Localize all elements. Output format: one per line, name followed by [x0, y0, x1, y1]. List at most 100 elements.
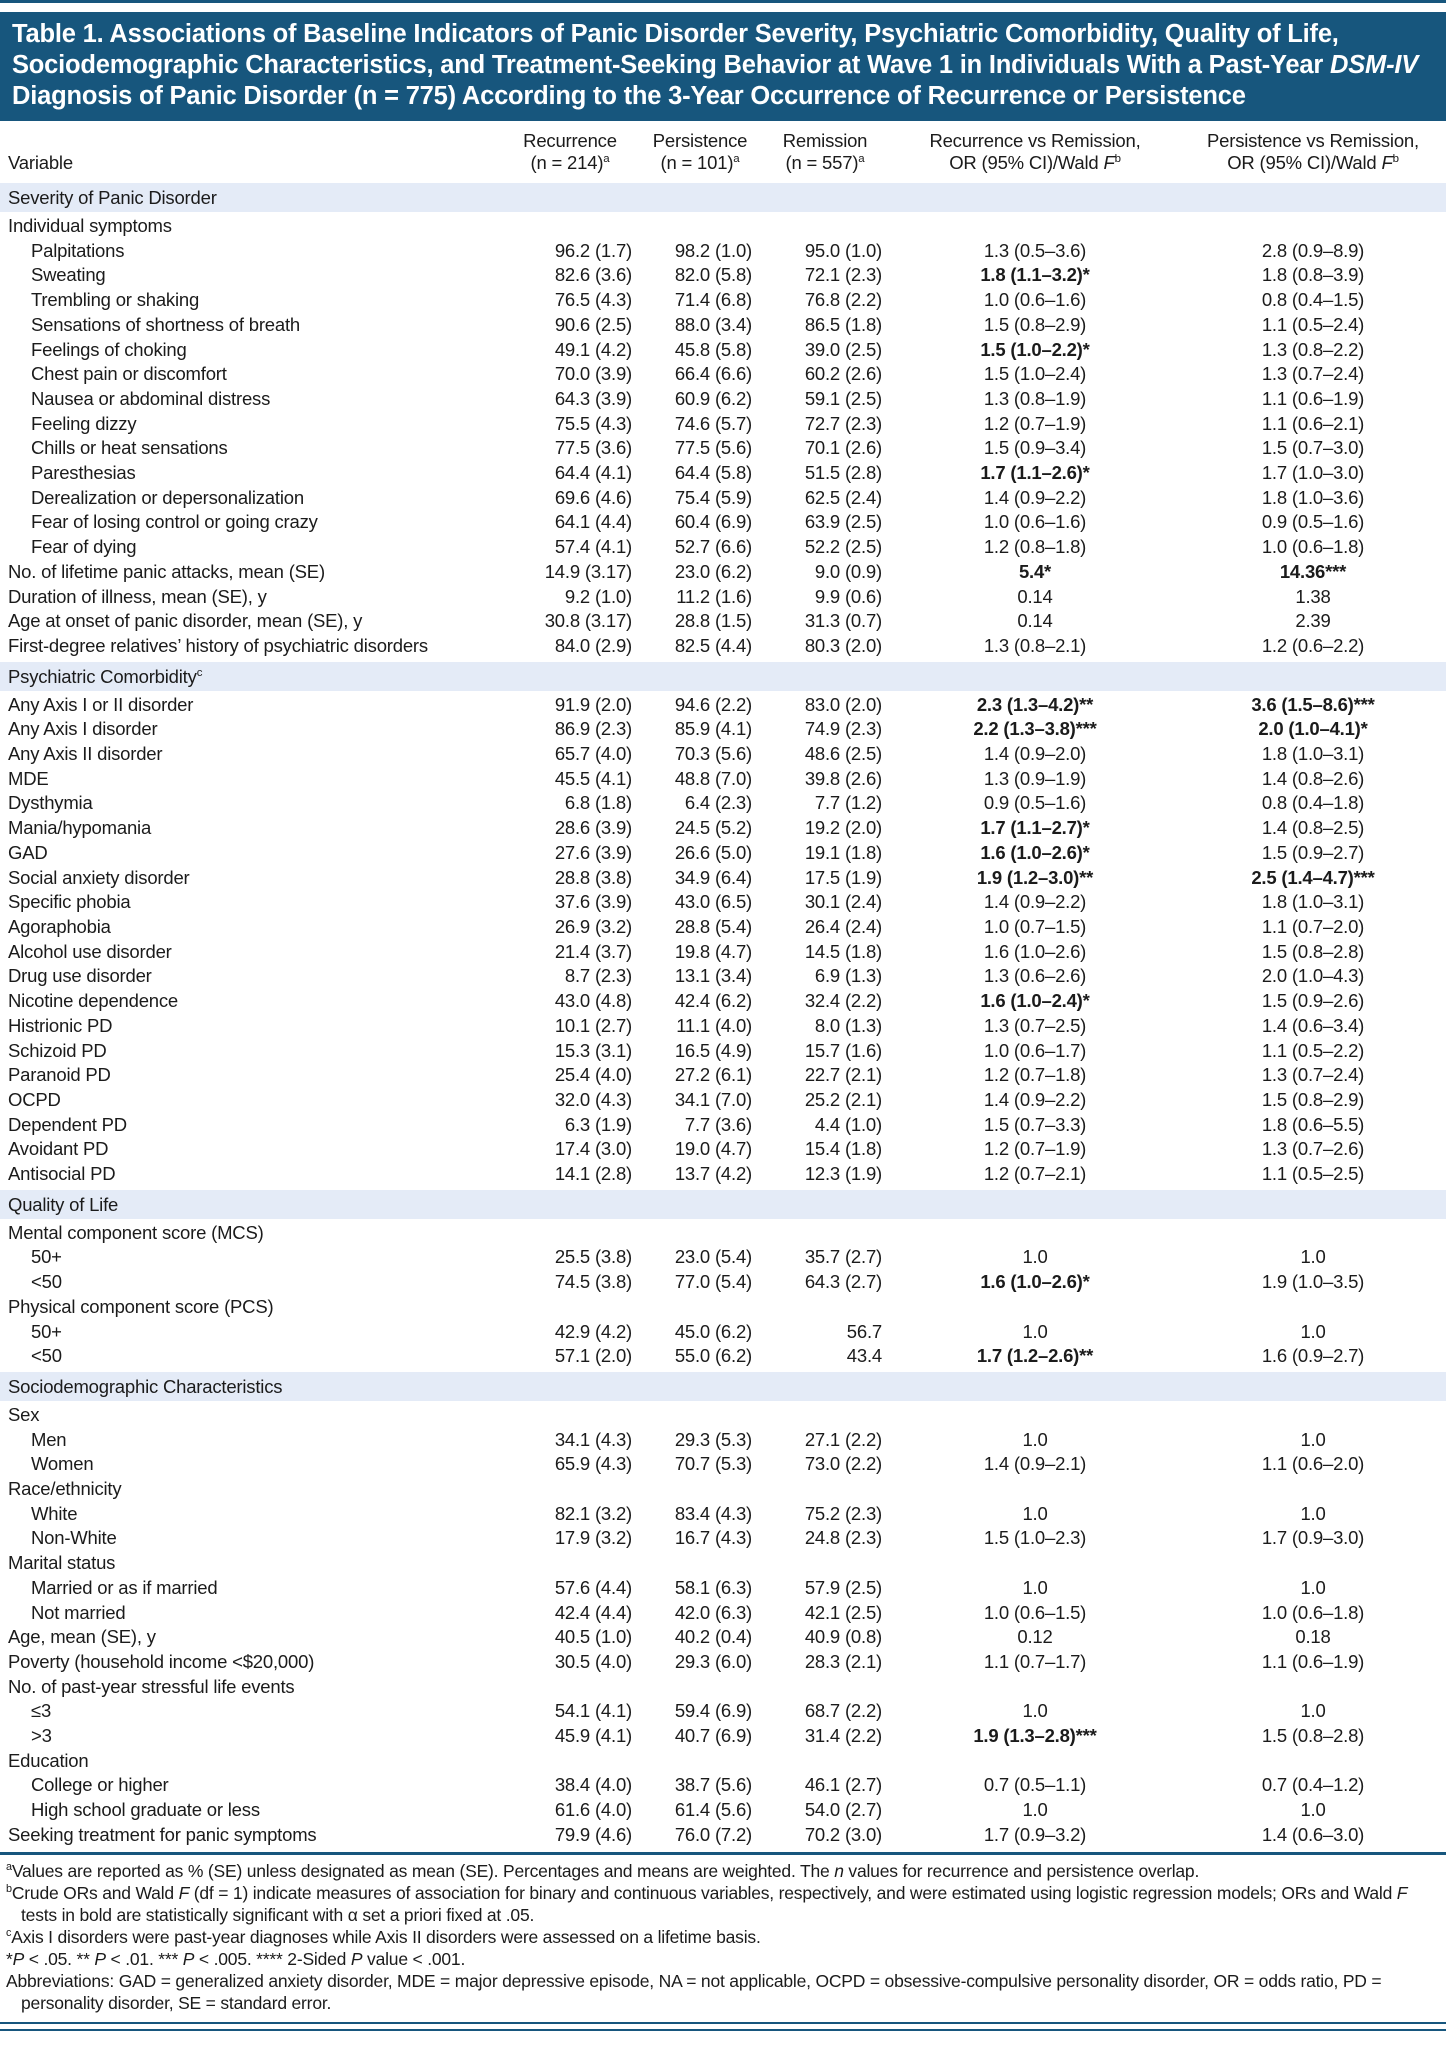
- cell-remission: 28.3 (2.1): [804, 1650, 882, 1672]
- table-row: ≤3 54.1 (4.1) 59.4 (6.9) 68.7 (2.2) 1.0 1.0: [0, 1699, 1446, 1724]
- cell-persistence: 70.7 (5.3): [674, 1453, 752, 1475]
- cell-or-persistence-vs-remission: 3.6 (1.5–8.6)***: [1251, 693, 1375, 715]
- cell-or-persistence-vs-remission: 1.7 (0.9–3.0): [1261, 1527, 1365, 1549]
- footnote-line: *P < .05. ** P < .01. *** P < .005. ****…: [6, 1948, 1440, 1970]
- cell-remission: 51.5 (2.8): [804, 462, 882, 484]
- cell-or-recurrence-vs-remission: 1.7 (1.1–2.7)*: [980, 817, 1090, 839]
- cell-recurrence: 43.0 (4.8): [554, 990, 632, 1012]
- cell-persistence: 34.9 (6.4): [674, 866, 752, 888]
- cell-remission: 19.2 (2.0): [804, 817, 882, 839]
- footnote-segment: P: [182, 1948, 195, 1969]
- cell-or-recurrence-vs-remission: 1.0: [1022, 1799, 1048, 1821]
- cell-or-recurrence-vs-remission: 1.5 (0.7–3.3): [983, 1113, 1087, 1135]
- cell-persistence: 7.7 (3.6): [684, 1113, 752, 1135]
- cell-or-recurrence-vs-remission: 1.9 (1.2–3.0)**: [976, 866, 1094, 888]
- cell-remission: 62.5 (2.4): [804, 486, 882, 508]
- table-row: First-degree relatives’ history of psych…: [0, 634, 1446, 659]
- cell-recurrence: 57.4 (4.1): [554, 536, 632, 558]
- table-row: Women 65.9 (4.3) 70.7 (5.3) 73.0 (2.2) 1.4 (…: [0, 1452, 1446, 1477]
- cell-recurrence: 21.4 (3.7): [554, 940, 632, 962]
- cell-or-recurrence-vs-remission: 1.0 (0.6–1.6): [983, 289, 1087, 311]
- cell-recurrence: 90.6 (2.5): [554, 313, 632, 335]
- table-row: Seeking treatment for panic symptoms 79.9…: [0, 1823, 1446, 1848]
- cell-or-recurrence-vs-remission: 1.3 (0.8–2.1): [983, 634, 1087, 656]
- cell-persistence: 71.4 (6.8): [674, 289, 752, 311]
- cell-remission: 75.2 (2.3): [804, 1502, 882, 1524]
- cell-or-recurrence-vs-remission: 1.2 (0.7–1.9): [983, 412, 1087, 434]
- footnote-marker-b: b: [1114, 152, 1121, 165]
- cell-remission: 59.1 (2.5): [804, 387, 882, 409]
- cell-persistence: 94.6 (2.2): [674, 693, 752, 715]
- cell-recurrence: 30.8 (3.17): [544, 610, 632, 632]
- cell-or-recurrence-vs-remission: 1.5 (0.9–3.4): [983, 437, 1087, 459]
- table-row: Feelings of choking 49.1 (4.2) 45.8 (5.8) 3…: [0, 338, 1446, 363]
- row-label: Agoraphobia: [8, 915, 111, 937]
- cell-persistence: 83.4 (4.3): [674, 1502, 752, 1524]
- cell-persistence: 6.4 (2.3): [684, 792, 752, 814]
- row-label: Trembling or shaking: [31, 289, 200, 311]
- cell-or-recurrence-vs-remission: 1.6 (1.0–2.6): [983, 940, 1087, 962]
- table-row: Married or as if married 57.6 (4.4) 58.1 (…: [0, 1576, 1446, 1601]
- cell-or-recurrence-vs-remission: 0.7 (0.5–1.1): [983, 1774, 1087, 1796]
- cell-or-recurrence-vs-remission: 1.0: [1022, 1320, 1048, 1342]
- row-label: Sensations of shortness of breath: [31, 313, 301, 335]
- cell-recurrence: 75.5 (4.3): [554, 412, 632, 434]
- cell-remission: 56.7: [846, 1320, 882, 1342]
- footnote-segment: P: [350, 1948, 363, 1969]
- cell-remission: 9.0 (0.9): [814, 560, 882, 582]
- row-label: Men: [31, 1428, 67, 1450]
- cell-persistence: 45.8 (5.8): [674, 338, 752, 360]
- cell-recurrence: 84.0 (2.9): [554, 634, 632, 656]
- cell-or-persistence-vs-remission: 1.38: [1295, 585, 1331, 607]
- footnote-line: Abbreviations: GAD = generalized anxiety…: [6, 1970, 1440, 2014]
- cell-or-persistence-vs-remission: 1.1 (0.6–1.9): [1261, 1650, 1365, 1672]
- row-label: Nausea or abdominal distress: [31, 387, 271, 409]
- row-label: Any Axis II disorder: [8, 743, 163, 765]
- cell-or-persistence-vs-remission: 2.8 (0.9–8.9): [1261, 239, 1365, 261]
- cell-or-recurrence-vs-remission: 1.6 (1.0–2.4)*: [980, 990, 1090, 1012]
- row-label: Seeking treatment for panic symptoms: [8, 1823, 317, 1845]
- table-row: Agoraphobia 26.9 (3.2) 28.8 (5.4) 26.4 (2.4…: [0, 915, 1446, 940]
- cell-remission: 26.4 (2.4): [804, 915, 882, 937]
- cell-or-persistence-vs-remission: 1.0: [1300, 1502, 1326, 1524]
- row-label: Schizoid PD: [8, 1039, 107, 1061]
- cell-or-recurrence-vs-remission: 1.1 (0.7–1.7): [983, 1650, 1087, 1672]
- cell-recurrence: 57.1 (2.0): [554, 1345, 632, 1367]
- row-label: Poverty (household income <$20,000): [8, 1650, 315, 1672]
- cell-or-persistence-vs-remission: 1.6 (0.9–2.7): [1261, 1345, 1365, 1367]
- cell-or-persistence-vs-remission: 1.3 (0.8–2.2): [1261, 338, 1365, 360]
- cell-recurrence: 17.4 (3.0): [554, 1138, 632, 1160]
- cell-or-recurrence-vs-remission: 1.5 (0.8–2.9): [983, 313, 1087, 335]
- cell-or-recurrence-vs-remission: 1.3 (0.8–1.9): [983, 387, 1087, 409]
- cell-persistence: 61.4 (5.6): [674, 1799, 752, 1821]
- table-row: Individual symptoms: [0, 214, 1446, 239]
- col-header-recurrence-vs-remission: Recurrence vs Remission, OR (95% CI)/Wal…: [929, 130, 1141, 173]
- cell-or-recurrence-vs-remission: 1.0 (0.7–1.5): [983, 915, 1087, 937]
- cell-recurrence: 61.6 (4.0): [554, 1799, 632, 1821]
- cell-or-recurrence-vs-remission: 1.4 (0.9–2.2): [983, 891, 1087, 913]
- footnote-segment: (df = 1) indicate measures of associatio…: [189, 1882, 1397, 1903]
- table-row: Dependent PD 6.3 (1.9) 7.7 (3.6) 4.4 (1.0) 1…: [0, 1113, 1446, 1138]
- section-header-row: Quality of Life: [0, 1189, 1446, 1219]
- cell-remission: 48.6 (2.5): [804, 743, 882, 765]
- footnote-marker-a: a: [858, 152, 865, 165]
- table-row: Not married 42.4 (4.4) 42.0 (6.3) 42.1 (2.5…: [0, 1601, 1446, 1626]
- cell-persistence: 42.4 (6.2): [674, 990, 752, 1012]
- cell-remission: 14.5 (1.8): [804, 940, 882, 962]
- row-label: Any Axis I or II disorder: [8, 693, 194, 715]
- cell-or-recurrence-vs-remission: 2.2 (1.3–3.8)***: [973, 718, 1097, 740]
- row-label: No. of lifetime panic attacks, mean (SE): [8, 560, 325, 582]
- cell-persistence: 40.2 (0.4): [674, 1626, 752, 1648]
- col-header-persistence: Persistence (n = 101)a: [652, 130, 748, 173]
- row-label: Dependent PD: [8, 1113, 127, 1135]
- cell-recurrence: 38.4 (4.0): [554, 1774, 632, 1796]
- row-label: No. of past-year stressful life events: [8, 1675, 295, 1697]
- cell-persistence: 13.7 (4.2): [674, 1163, 752, 1185]
- row-label: Not married: [31, 1601, 126, 1623]
- table-row: Derealization or depersonalization 69.6 (…: [0, 486, 1446, 511]
- cell-recurrence: 6.8 (1.8): [564, 792, 632, 814]
- table-row: Chest pain or discomfort 70.0 (3.9) 66.4 (…: [0, 362, 1446, 387]
- cell-remission: 15.7 (1.6): [804, 1039, 882, 1061]
- cell-or-recurrence-vs-remission: 1.2 (0.7–2.1): [983, 1163, 1087, 1185]
- cell-persistence: 77.0 (5.4): [674, 1271, 752, 1293]
